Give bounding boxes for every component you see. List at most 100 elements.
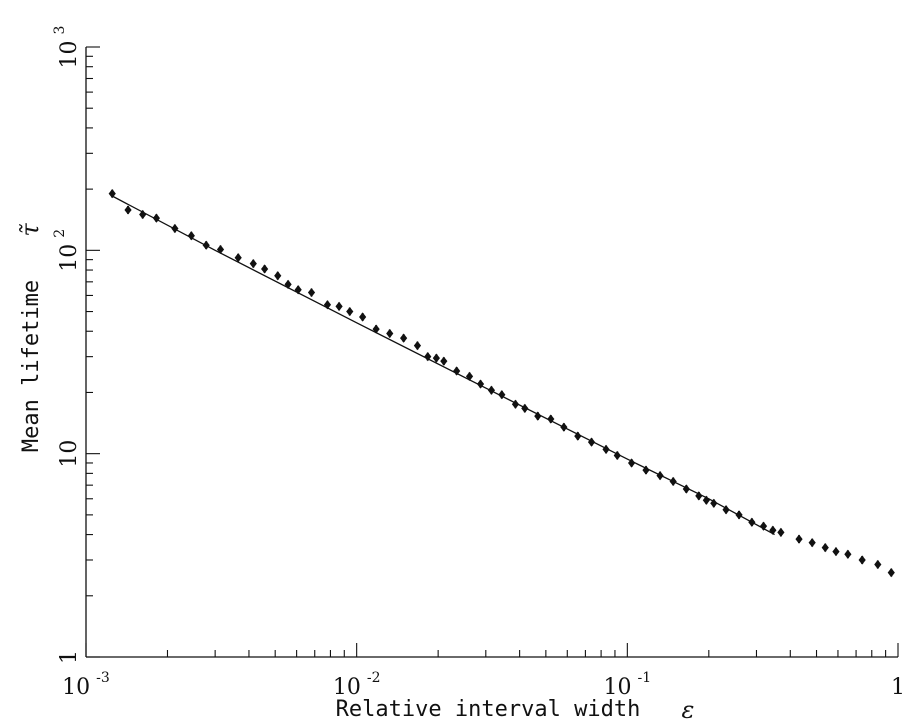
point-marker	[748, 517, 756, 527]
data-point	[627, 458, 636, 468]
data-point	[547, 414, 555, 424]
point-marker	[821, 543, 829, 553]
data-point	[386, 328, 394, 339]
point-marker	[372, 324, 380, 334]
point-marker	[534, 411, 542, 421]
data-point	[613, 450, 621, 461]
point-marker	[274, 271, 282, 281]
point-marker	[587, 437, 596, 447]
point-marker	[307, 287, 316, 298]
point-marker	[844, 549, 852, 559]
data-point	[769, 525, 777, 535]
point-marker	[465, 371, 474, 381]
point-marker	[511, 399, 520, 409]
point-marker	[574, 431, 582, 441]
data-point	[669, 476, 677, 487]
data-point	[695, 491, 703, 501]
data-point	[465, 371, 474, 381]
point-marker	[216, 244, 225, 255]
x-axis-title: Relative interval width	[336, 697, 641, 722]
data-point	[359, 312, 367, 322]
data-point	[108, 189, 116, 199]
point-marker	[234, 253, 242, 263]
data-point	[453, 366, 461, 376]
point-marker	[795, 534, 803, 544]
x-tick-label-1: 10 -2	[333, 670, 381, 700]
point-marker	[453, 366, 461, 376]
point-marker	[656, 471, 664, 481]
data-point	[476, 379, 485, 389]
point-marker	[124, 205, 132, 215]
point-marker	[294, 285, 302, 295]
data-point	[335, 301, 343, 311]
data-point	[759, 521, 768, 531]
point-marker	[735, 510, 743, 520]
data-point	[346, 306, 354, 317]
data-point	[249, 259, 257, 269]
data-point	[808, 538, 816, 548]
point-marker	[858, 555, 866, 565]
data-point	[124, 205, 132, 215]
point-marker	[335, 301, 343, 311]
data-point	[171, 223, 179, 234]
x-axis-symbol: ε	[682, 696, 695, 724]
data-point	[274, 271, 282, 281]
point-marker	[710, 498, 718, 508]
data-point	[874, 559, 882, 570]
point-marker	[261, 264, 269, 274]
svg-text:103: 103	[52, 26, 82, 69]
point-marker	[424, 352, 432, 362]
data-point	[234, 253, 242, 263]
y-tick-label-0: 1	[57, 650, 82, 664]
data-point	[795, 534, 803, 544]
data-point	[722, 505, 730, 515]
y-axis-title-group: Mean lifetime τ̃	[16, 223, 44, 452]
point-marker	[413, 340, 422, 351]
point-marker	[521, 403, 529, 413]
data-point	[372, 324, 380, 334]
data-point	[887, 568, 895, 578]
y-tick-label-3: 103	[52, 26, 82, 69]
data-point	[216, 244, 225, 255]
point-marker	[187, 231, 195, 241]
point-marker	[777, 527, 785, 538]
data-point	[832, 546, 840, 557]
data-point	[261, 264, 269, 274]
point-marker	[432, 353, 440, 363]
data-point	[139, 209, 147, 220]
data-point	[656, 471, 664, 481]
fit-line	[111, 195, 775, 536]
data-point	[560, 422, 568, 432]
point-marker	[284, 279, 292, 289]
point-marker	[152, 213, 160, 223]
point-marker	[498, 390, 506, 400]
data-point	[682, 484, 690, 494]
data-point	[400, 333, 408, 343]
point-marker	[400, 333, 408, 343]
y-axis-symbol: τ̃	[16, 223, 44, 237]
data-point	[284, 279, 292, 289]
data-point	[574, 431, 582, 441]
svg-text:1: 1	[57, 650, 82, 664]
point-marker	[642, 465, 650, 475]
data-point	[323, 300, 332, 310]
point-marker	[323, 300, 332, 310]
data-point	[511, 399, 520, 409]
point-marker	[722, 505, 730, 515]
x-tick-label-2: 10 -1	[604, 670, 652, 700]
point-marker	[627, 458, 636, 468]
data-point	[307, 287, 316, 298]
data-point	[202, 240, 210, 250]
data-point	[710, 498, 718, 508]
point-marker	[613, 450, 621, 461]
data-point	[424, 352, 432, 362]
axes	[85, 47, 898, 658]
data-point	[521, 403, 529, 413]
data-point	[602, 444, 610, 454]
point-marker	[547, 414, 555, 424]
point-marker	[139, 209, 147, 220]
x-tick-label-0: 10 -3	[62, 670, 110, 700]
data-points	[108, 189, 895, 578]
point-marker	[560, 422, 568, 432]
